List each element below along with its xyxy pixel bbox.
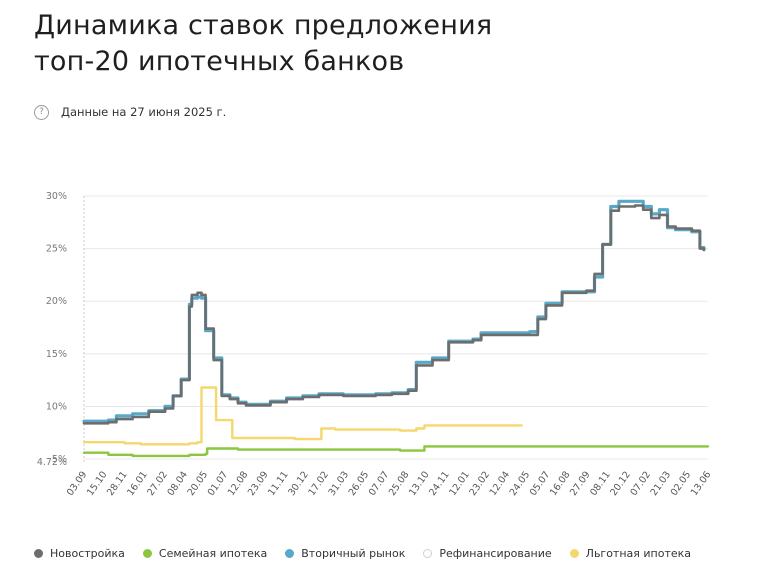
- x-tick-label: 20.12: [608, 469, 633, 498]
- x-tick-label: 20.05: [186, 469, 211, 498]
- x-tick-label: 16.01: [125, 469, 150, 498]
- series-line-4: [82, 386, 523, 446]
- page-title: Динамика ставок предложения топ-20 ипоте…: [34, 8, 492, 80]
- legend-label: Семейная ипотека: [158, 546, 268, 560]
- x-tick-label: 25.08: [387, 469, 412, 498]
- x-tick-label: 21.03: [649, 469, 674, 498]
- x-tick-label: 24.11: [427, 469, 452, 498]
- x-tick-label: 12.01: [447, 469, 472, 498]
- chart-series: [82, 199, 710, 458]
- y-tick-label: 25%: [46, 244, 67, 255]
- x-tick-label: 03.09: [65, 469, 90, 498]
- y-tick-label: 30%: [46, 191, 67, 202]
- legend-swatch-icon: [142, 548, 152, 558]
- y-tick-label: 10%: [46, 401, 67, 412]
- x-tick-label: 23.09: [246, 469, 271, 498]
- x-tick-label: 08.11: [588, 469, 613, 498]
- series-line-1: [82, 445, 710, 458]
- legend-label: Вторичный рынок: [301, 546, 406, 560]
- x-axis-labels: 03.0915.1028.1116.0127.0208.0420.0501.07…: [65, 469, 714, 498]
- x-tick-label: 26.05: [347, 469, 372, 498]
- legend-swatch-icon: [34, 548, 43, 558]
- x-tick-label: 28.11: [105, 469, 130, 498]
- x-tick-label: 13.06: [689, 469, 714, 498]
- x-tick-label: 12.04: [488, 469, 513, 498]
- x-tick-label: 02.05: [669, 469, 694, 498]
- y-tick-label: 20%: [46, 296, 67, 307]
- legend-swatch-icon: [569, 548, 579, 558]
- legend-item[interactable]: Льготная ипотека: [569, 546, 692, 560]
- x-tick-label: 30.12: [286, 469, 311, 498]
- title-line-2: топ-20 ипотечных банков: [34, 46, 405, 77]
- x-tick-label: 07.02: [628, 469, 653, 498]
- y-tick-label: 4.72%: [37, 457, 67, 468]
- title-line-1: Динамика ставок предложения: [34, 10, 493, 41]
- data-date-note: ? Данные на 27 июня 2025 г.: [34, 103, 226, 121]
- x-tick-label: 12.08: [226, 469, 251, 498]
- y-axis-labels: 30% 25% 20% 15% 10% 5%4.72%: [37, 191, 67, 468]
- legend-label: Льготная ипотека: [585, 546, 692, 560]
- x-tick-label: 05.07: [528, 469, 553, 498]
- x-tick-label: 24.05: [508, 469, 533, 498]
- x-tick-label: 17.02: [306, 469, 331, 498]
- x-tick-label: 16.08: [548, 469, 573, 498]
- x-tick-label: 08.04: [165, 469, 190, 498]
- x-tick-label: 27.02: [145, 469, 170, 498]
- y-tick-label: 5%: [52, 454, 67, 465]
- legend-item[interactable]: Вторичный рынок: [285, 547, 405, 560]
- x-tick-label: 15.10: [85, 469, 110, 498]
- x-tick-label: 11.11: [266, 469, 291, 498]
- chart-legend: Новостройка Семейная ипотека Вторичный рын…: [34, 545, 709, 561]
- legend-item[interactable]: Семейная ипотека: [142, 546, 268, 560]
- x-tick-label: 07.07: [367, 469, 392, 498]
- x-tick-label: 13.10: [407, 469, 432, 498]
- legend-swatch-icon: [285, 548, 295, 558]
- question-circle-icon[interactable]: ?: [34, 104, 49, 120]
- legend-item[interactable]: Новостройка: [34, 547, 125, 560]
- data-date-text: Данные на 27 июня 2025 г.: [61, 105, 227, 119]
- x-tick-label: 23.02: [467, 469, 492, 498]
- x-tick-label: 01.07: [206, 469, 231, 498]
- legend-item[interactable]: Рефинансирование: [423, 546, 552, 560]
- x-tick-label: 31.03: [327, 469, 352, 498]
- y-tick-label: 15%: [46, 349, 67, 360]
- x-tick-label: 27.09: [568, 469, 593, 498]
- legend-label: Новостройка: [50, 546, 125, 560]
- series-line-0: [82, 204, 706, 425]
- legend-swatch-icon: [423, 548, 433, 558]
- legend-label: Рефинансирование: [439, 546, 552, 560]
- chart-grid: [83, 195, 708, 462]
